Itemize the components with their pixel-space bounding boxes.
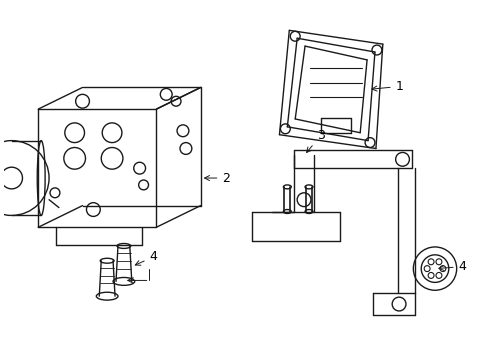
Text: 1: 1 <box>371 80 403 93</box>
Text: 4: 4 <box>438 260 466 273</box>
Text: 4: 4 <box>135 250 157 265</box>
Text: 3: 3 <box>306 129 324 152</box>
Text: 2: 2 <box>204 171 230 185</box>
